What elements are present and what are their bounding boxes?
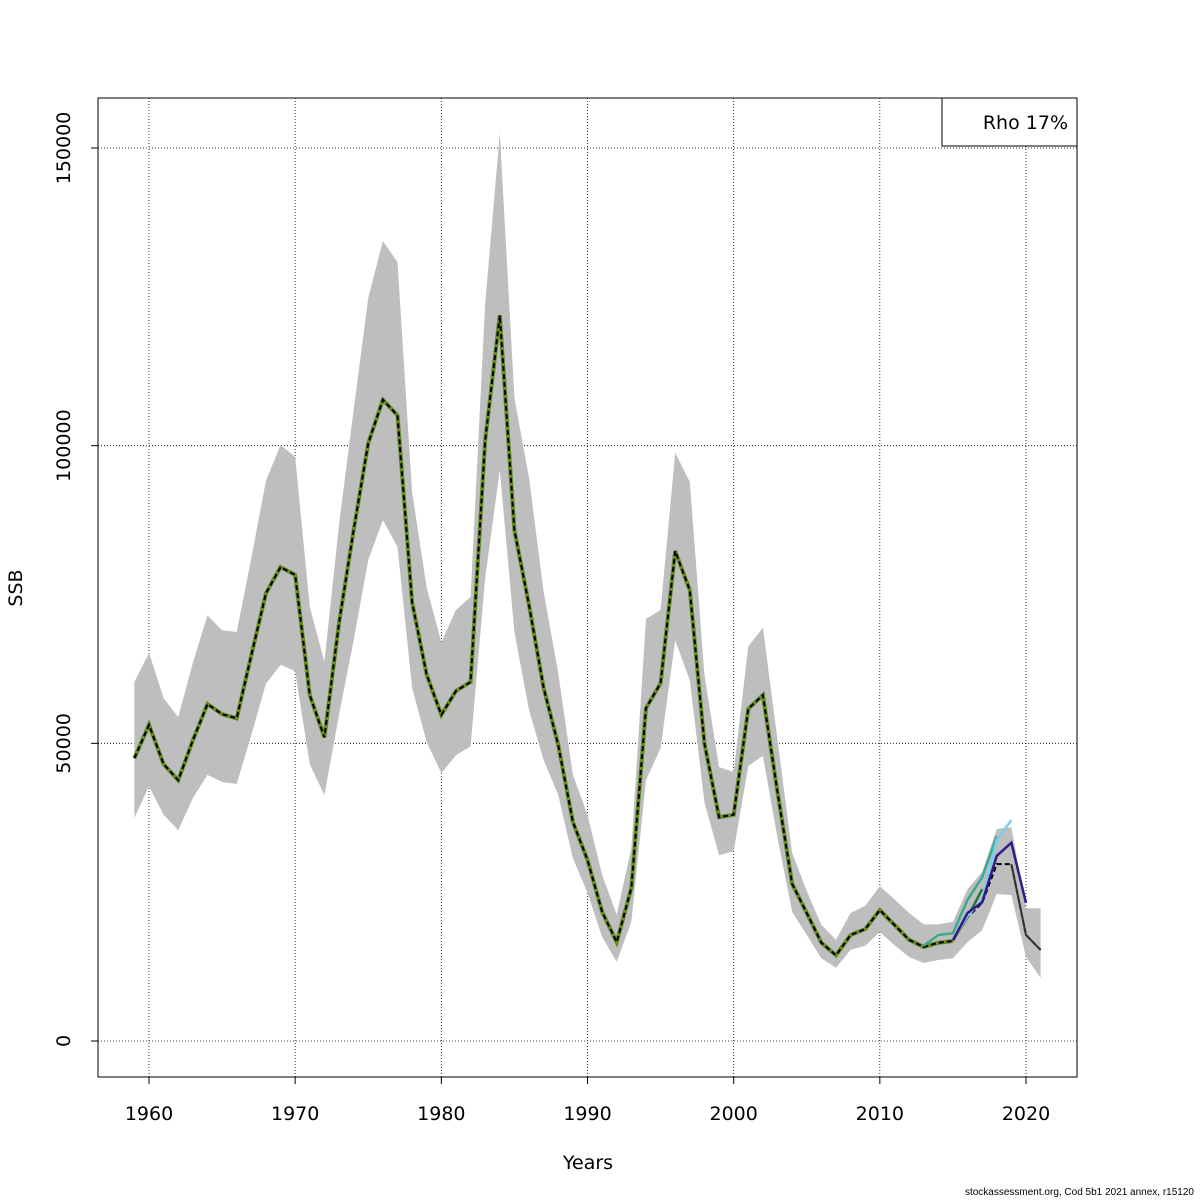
legend-rho-text: Rho 17% (983, 112, 1068, 134)
x-tick-label: 2010 (856, 1103, 904, 1125)
x-tick-label: 2020 (1002, 1103, 1050, 1125)
x-tick-label: 1970 (271, 1103, 319, 1125)
y-tick-label: 100000 (53, 409, 75, 482)
footer-credit: stockassessment.org, Cod 5b1 2021 annex,… (964, 1187, 1194, 1198)
x-tick-label: 1960 (125, 1103, 173, 1125)
legend-box (941, 97, 1078, 147)
x-tick-label: 1990 (563, 1103, 611, 1125)
estimate-tail-line (1010, 863, 1042, 951)
y-tick-label: 0 (53, 1035, 75, 1047)
x-tick-label: 1980 (417, 1103, 465, 1125)
retro-peel-line-3 (922, 835, 998, 947)
estimate-line (133, 315, 1042, 957)
series-lines (132, 315, 1042, 959)
y-tick-label: 150000 (53, 112, 75, 185)
y-axis-label: SSB (5, 569, 27, 606)
y-tick-label: 50000 (53, 713, 75, 773)
x-axis: 1960 1970 1980 1990 2000 2010 2020 (125, 1077, 1050, 1125)
x-tick-label: 2000 (709, 1103, 757, 1125)
retro-peel-line-5 (951, 840, 1028, 941)
confidence-band (134, 133, 1041, 978)
confidence-band-area (134, 133, 1041, 978)
x-axis-label: Years (562, 1152, 613, 1174)
y-axis: 0 50000 100000 150000 (53, 112, 98, 1047)
